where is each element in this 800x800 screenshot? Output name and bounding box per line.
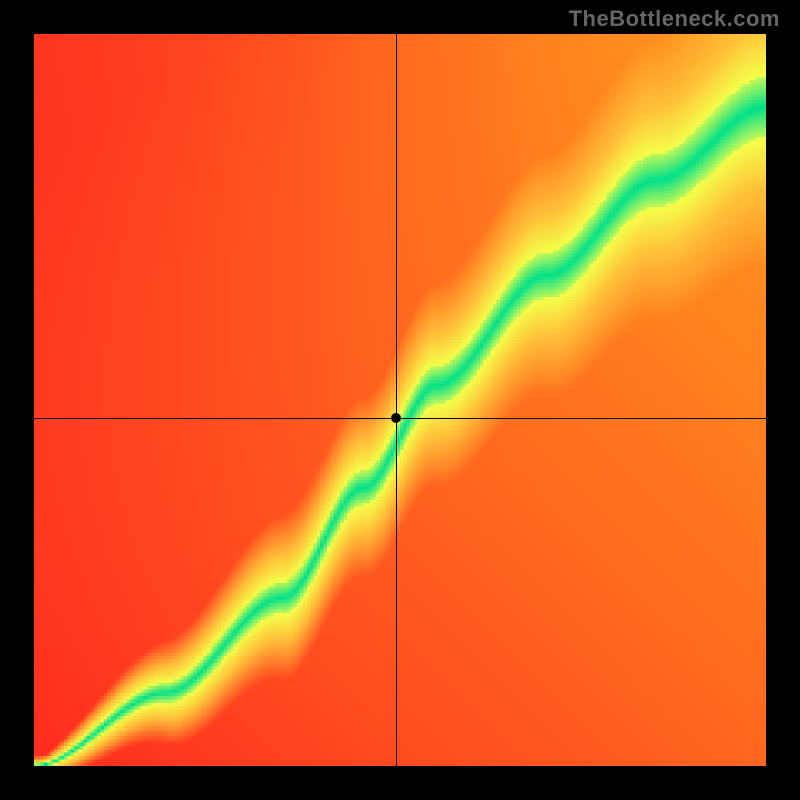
chart-frame: TheBottleneck.com <box>0 0 800 800</box>
crosshair-vertical <box>396 34 397 766</box>
heatmap-canvas <box>34 34 766 766</box>
heatmap-plot <box>34 34 766 766</box>
watermark-text: TheBottleneck.com <box>569 6 780 32</box>
crosshair-marker <box>391 413 401 423</box>
